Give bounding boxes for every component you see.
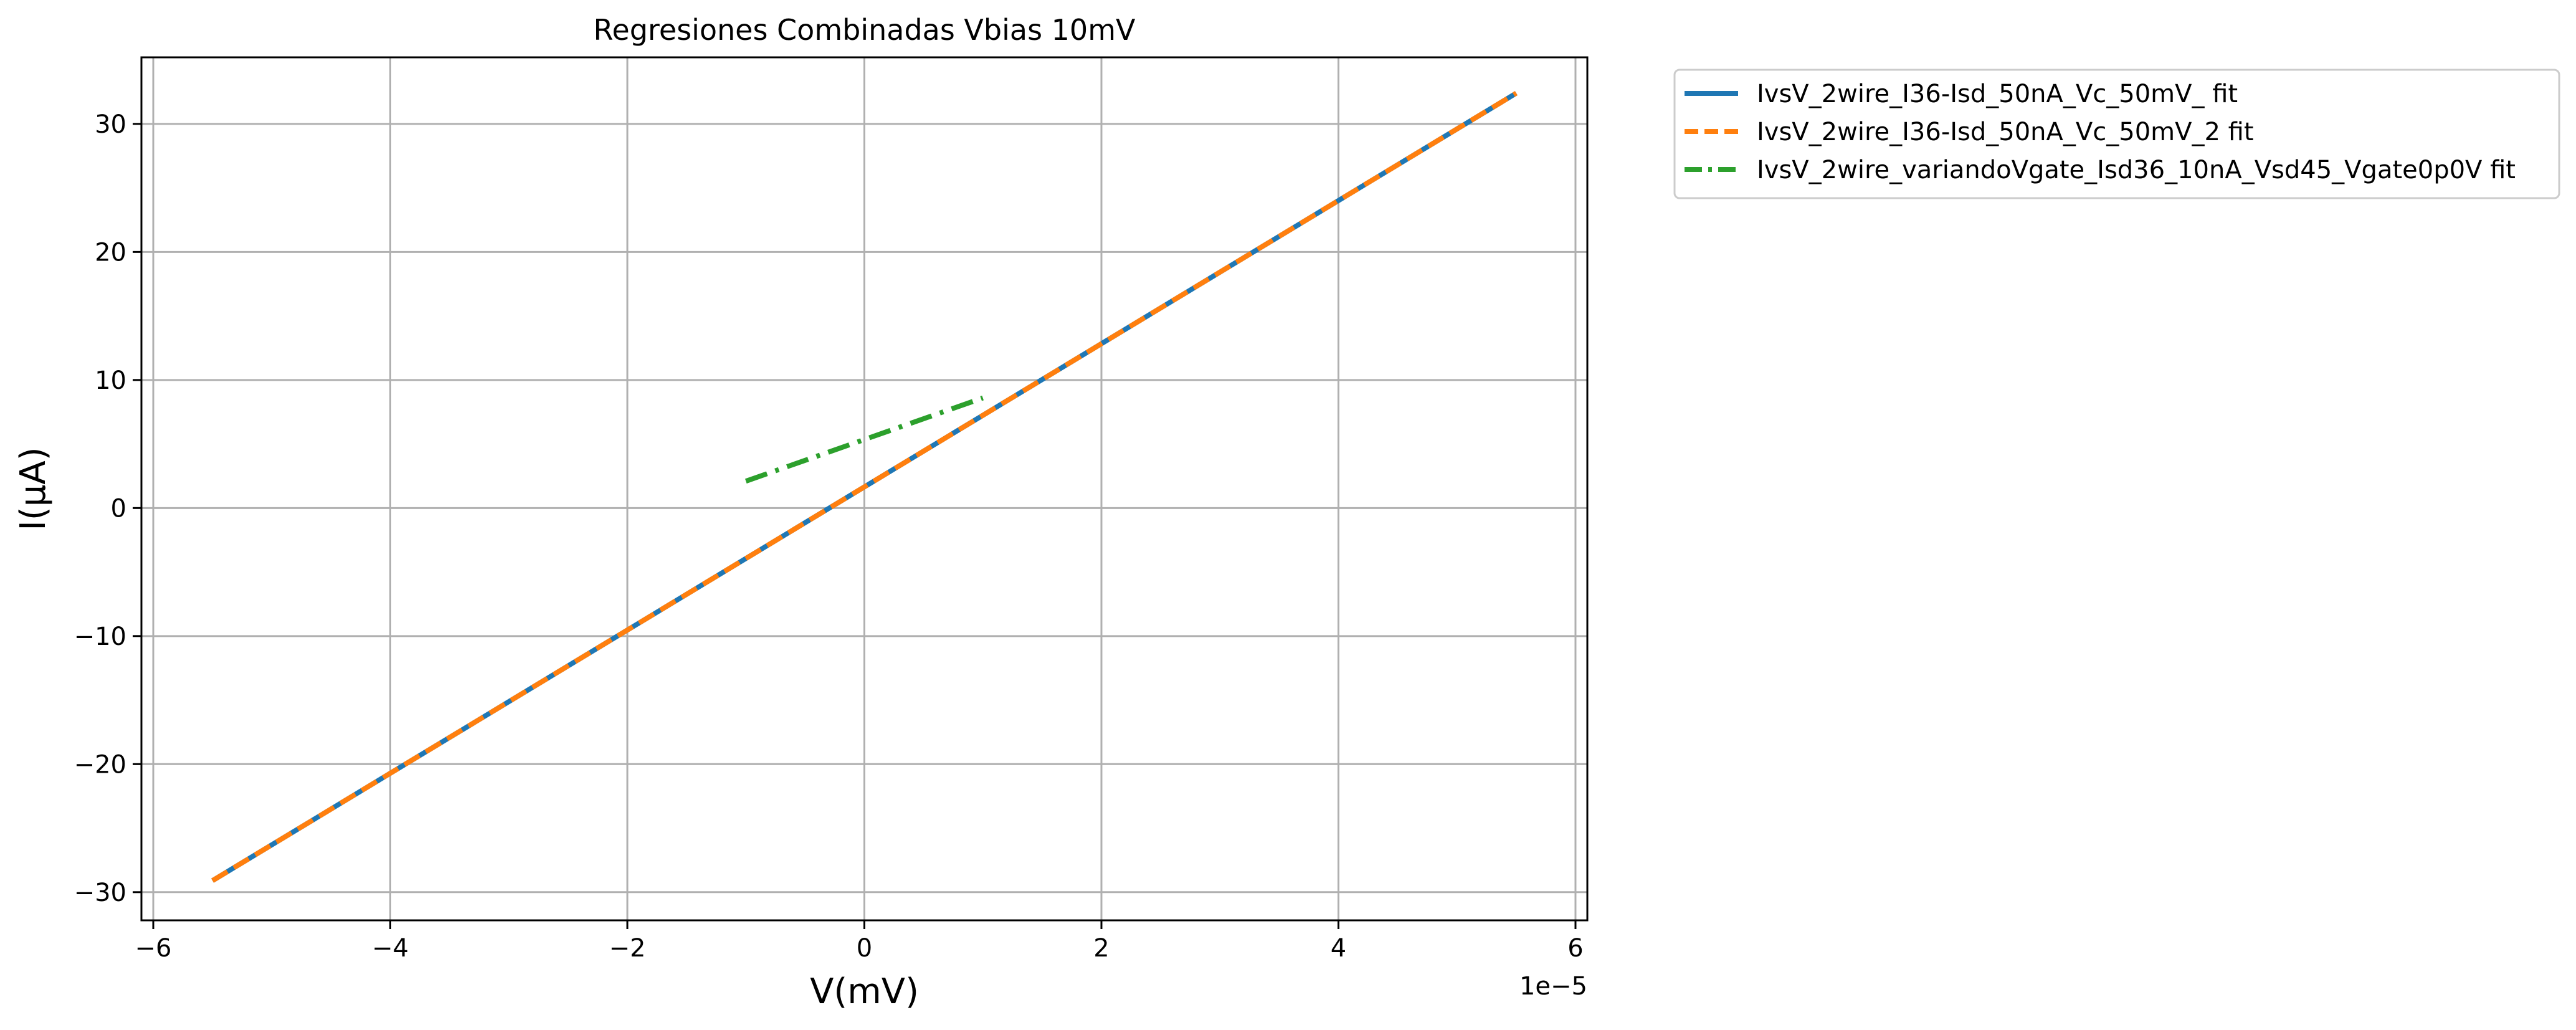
x-tick-label: 6 <box>1567 934 1583 963</box>
y-axis-label: I(μA) <box>13 447 54 530</box>
y-tick-label: 10 <box>95 366 126 395</box>
plot-lines <box>211 91 1518 883</box>
x-axis-offset-text: 1e−5 <box>1519 972 1587 1001</box>
y-tick-label: −10 <box>74 622 126 651</box>
x-tick-label: −2 <box>609 934 646 963</box>
legend-label-1: IvsV_2wire_I36-Isd_50nA_Vc_50mV_ fit <box>1757 80 2238 108</box>
legend-box <box>1673 69 2560 199</box>
y-tick-label: 0 <box>111 494 126 523</box>
x-tick-label: 4 <box>1331 934 1346 963</box>
x-tick-label: 2 <box>1093 934 1109 963</box>
chart-title: Regresiones Combinadas Vbias 10mV <box>594 13 1136 47</box>
y-tick-label: −30 <box>74 879 126 907</box>
x-axis-label: V(mV) <box>810 971 919 1012</box>
legend-label-3: IvsV_2wire_variandoVgate_Isd36_10nA_Vsd4… <box>1757 156 2516 184</box>
legend-label-2: IvsV_2wire_I36-Isd_50nA_Vc_50mV_2 fit <box>1757 118 2254 146</box>
x-tick-label: −6 <box>135 934 172 963</box>
x-tick-label: −4 <box>372 934 409 963</box>
series-line-3 <box>744 395 984 484</box>
x-tick-label: 0 <box>857 934 872 963</box>
y-tick-label: 20 <box>95 238 126 267</box>
legend: IvsV_2wire_I36-Isd_50nA_Vc_50mV_ fit IvsV… <box>1673 69 2560 199</box>
y-tick-label: −20 <box>74 750 126 779</box>
grid <box>141 57 1587 920</box>
y-tick-label: 30 <box>95 110 126 139</box>
series-line-2 <box>211 91 1518 883</box>
